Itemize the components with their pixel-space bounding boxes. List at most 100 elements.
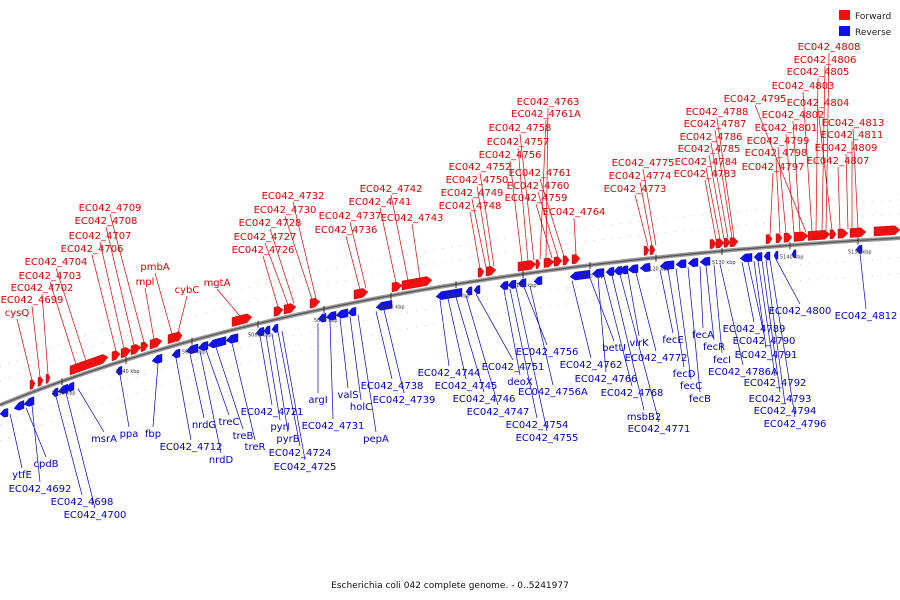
forward-gene-label-ec042-4708: EC042_4708 — [75, 216, 138, 227]
tick-label: 5130 kbp — [712, 260, 736, 266]
forward-gene-label-ec042-4775: EC042_4775 — [612, 158, 675, 169]
gene-connector-line — [217, 289, 240, 316]
reverse-gene-label-fece: fecE — [662, 335, 684, 346]
forward-gene-label-mpl: mpl — [136, 277, 155, 288]
forward-gene-label-ec042-4752: EC042_4752 — [449, 162, 512, 173]
forward-gene-arrow — [150, 338, 162, 349]
forward-gene-arrow — [284, 304, 296, 315]
forward-gene-arrow — [850, 228, 866, 238]
gene-connector-line — [448, 299, 466, 379]
reverse-gene-label-ec042-4756a: EC042_4756A — [518, 387, 588, 398]
reverse-gene-label-ec042-4725: EC042_4725 — [274, 462, 337, 473]
forward-gene-arrow — [784, 233, 792, 242]
forward-gene-label-ec042-4741: EC042_4741 — [349, 197, 412, 208]
gene-connector-line — [776, 259, 800, 304]
forward-gene-label-ec042-4761: EC042_4761 — [509, 168, 572, 179]
forward-gene-arrow — [808, 230, 830, 240]
reverse-gene-label-ec042-4812: EC042_4812 — [835, 311, 898, 322]
forward-gene-label-ec042-4801: EC042_4801 — [755, 123, 818, 134]
forward-gene-arrow — [730, 238, 738, 247]
forward-gene-label-ec042-4704: EC042_4704 — [25, 257, 88, 268]
tick-label: 5090 kbp — [446, 293, 470, 299]
forward-gene-label-ec042-4743: EC042_4743 — [381, 213, 444, 224]
reverse-gene-label-ec042-4700: EC042_4700 — [64, 510, 127, 521]
reverse-gene-arrow — [764, 252, 770, 260]
gene-connector-line — [153, 363, 158, 427]
forward-gene-label-cysq: cysQ — [5, 308, 30, 319]
reverse-gene-label-ec042-4789: EC042_4789 — [723, 324, 786, 335]
forward-gene-label-ec042-4706: EC042_4706 — [61, 244, 124, 255]
reverse-gene-arrow — [606, 267, 614, 276]
forward-gene-arrow — [486, 266, 496, 276]
gene-connector-line — [78, 389, 104, 432]
gene-connector-line — [176, 358, 191, 440]
forward-gene-label-ec042-4809: EC042_4809 — [815, 143, 878, 154]
genome-caption: Escherichia coli 042 complete genome. - … — [331, 581, 569, 591]
gene-connector-line — [700, 266, 703, 328]
forward-gene-label-ec042-4795: EC042_4795 — [724, 94, 787, 105]
gene-connector-line — [742, 262, 754, 322]
forward-gene-arrow — [46, 374, 50, 384]
gene-connector-line — [26, 408, 46, 457]
forward-gene-arrow — [830, 230, 836, 239]
reverse-gene-arrow — [688, 258, 698, 267]
forward-gene-label-ec042-4699: EC042_4699 — [1, 295, 64, 306]
gene-connector-line — [838, 167, 840, 230]
forward-gene-label-cybc: cybC — [175, 285, 200, 296]
forward-gene-arrow — [131, 344, 141, 355]
forward-gene-label-ec042-4759: EC042_4759 — [505, 193, 568, 204]
gene-connector-line — [145, 288, 154, 339]
reverse-gene-label-feca: fecA — [692, 330, 714, 341]
gene-connector-line — [826, 53, 829, 231]
forward-gene-arrow — [710, 239, 716, 248]
gene-connector-line — [100, 242, 124, 349]
reverse-gene-label-ec042-4793: EC042_4793 — [749, 394, 812, 405]
reverse-gene-label-ec042-4746: EC042_4746 — [453, 394, 516, 405]
reverse-gene-arrow — [226, 334, 238, 344]
gene-connector-line — [263, 256, 278, 307]
reverse-gene-label-ec042-4755: EC042_4755 — [516, 433, 579, 444]
forward-gene-arrow — [121, 347, 131, 358]
reverse-gene-label-ec042-4754: EC042_4754 — [506, 420, 569, 431]
reverse-gene-label-fecd: fecD — [673, 369, 696, 380]
forward-gene-label-ec042-4807: EC042_4807 — [807, 156, 870, 167]
gene-connector-line — [635, 195, 648, 246]
forward-gene-label-ec042-4773: EC042_4773 — [604, 184, 667, 195]
reverse-gene-label-trec: treC — [219, 417, 240, 428]
gene-connector-line — [92, 255, 116, 351]
forward-gene-label-ec042-4727: EC042_4727 — [234, 232, 297, 243]
reverse-gene-label-ec042-4747: EC042_4747 — [467, 407, 530, 418]
gene-connector-line — [574, 218, 576, 255]
tick-label: 5140 kbp — [780, 254, 804, 260]
forward-gene-label-ec042-4787: EC042_4787 — [684, 119, 747, 130]
reverse-gene-label-pepa: pepA — [363, 434, 389, 445]
tick-label: 5080 kbp — [381, 305, 405, 311]
gene-connector-line — [206, 350, 229, 415]
reverse-gene-label-feci: fecI — [713, 355, 731, 366]
reverse-gene-label-argi: argI — [308, 395, 327, 406]
reverse-gene-arrow — [272, 324, 278, 333]
reverse-gene-label-ec042-4800: EC042_4800 — [769, 306, 832, 317]
genome-map: 5030 kbp5040 kbp5050 kbp5060 kbp5070 kbp… — [0, 0, 900, 600]
gene-connector-line — [10, 414, 22, 468]
gene-connector-line — [376, 311, 392, 379]
reverse-gene-label-ec042-4751: EC042_4751 — [482, 362, 545, 373]
reverse-gene-label-nrdd: nrdD — [209, 455, 234, 466]
reverse-gene-label-holc: holC — [350, 402, 372, 413]
tick-label: 5060 kbp — [248, 333, 272, 339]
reverse-gene-label-ec042-4692: EC042_4692 — [9, 484, 72, 495]
reverse-gene-label-ec042-4738: EC042_4738 — [361, 381, 424, 392]
gene-connector-line — [518, 148, 528, 261]
reverse-gene-label-ec042-4766: EC042_4766 — [575, 374, 638, 385]
reverse-gene-label-msbb2: msbB2 — [627, 412, 662, 423]
forward-gene-label-ec042-4730: EC042_4730 — [254, 205, 317, 216]
forward-gene-label-ec042-4761a: EC042_4761A — [511, 109, 581, 120]
forward-gene-arrow — [518, 260, 536, 271]
forward-gene-arrow — [274, 306, 283, 316]
gene-connector-line — [470, 212, 480, 268]
reverse-gene-arrow — [676, 260, 686, 269]
forward-gene-label-ec042-4788: EC042_4788 — [686, 107, 749, 118]
gene-labels: cysQEC042_4699EC042_4702EC042_4703EC042_… — [1, 42, 898, 521]
gene-connector-line — [120, 375, 129, 427]
legend: Forward Reverse — [839, 10, 892, 38]
